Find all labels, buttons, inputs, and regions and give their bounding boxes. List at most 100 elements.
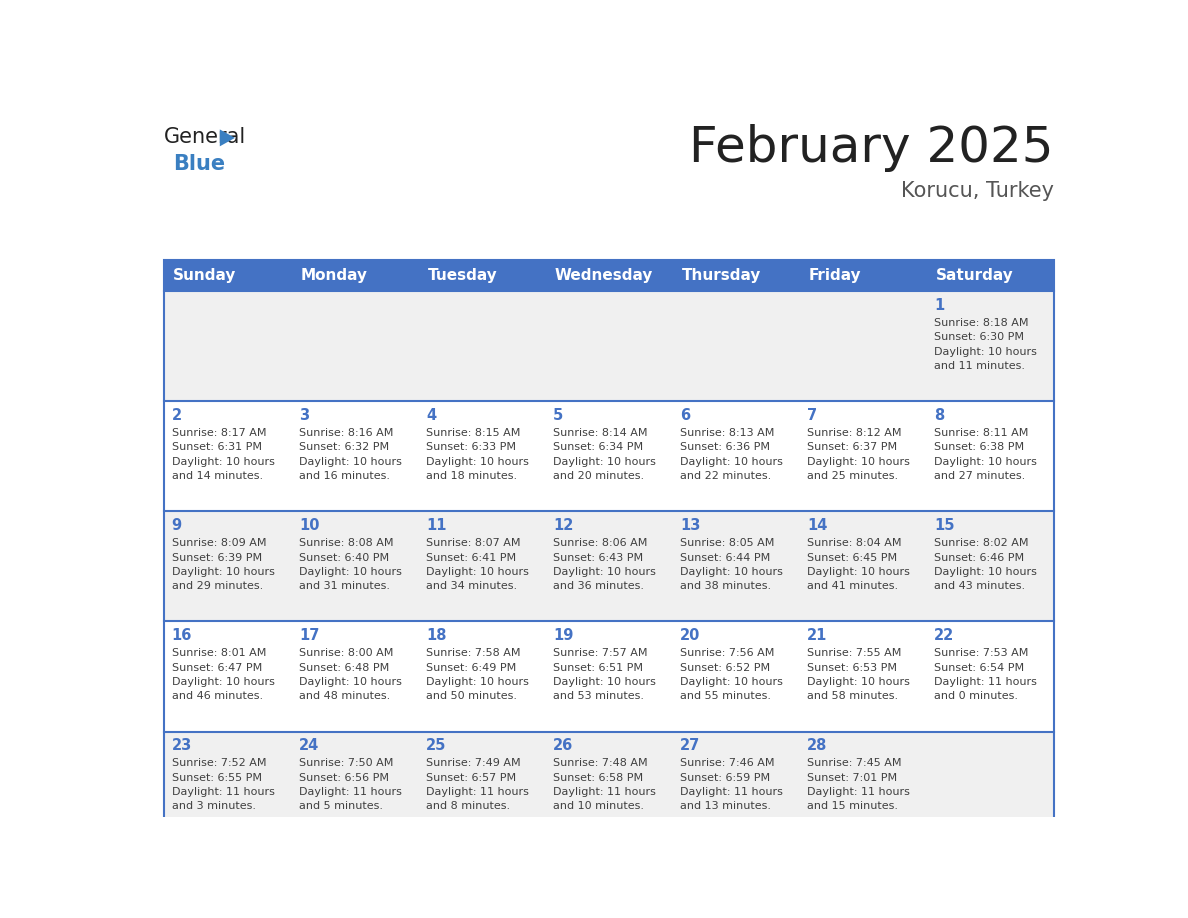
Text: Daylight: 11 hours: Daylight: 11 hours [681, 787, 783, 797]
Text: Sunrise: 8:02 AM: Sunrise: 8:02 AM [934, 538, 1029, 548]
Text: 17: 17 [299, 628, 320, 644]
Text: Sunset: 6:37 PM: Sunset: 6:37 PM [808, 442, 897, 453]
Text: General: General [164, 127, 246, 147]
Text: and 15 minutes.: and 15 minutes. [808, 801, 898, 812]
Text: and 38 minutes.: and 38 minutes. [681, 581, 771, 591]
Text: 12: 12 [554, 519, 574, 533]
Text: Sunrise: 7:56 AM: Sunrise: 7:56 AM [681, 648, 775, 658]
Text: Daylight: 10 hours: Daylight: 10 hours [808, 456, 910, 466]
Text: 2: 2 [172, 409, 182, 423]
Text: 4: 4 [426, 409, 436, 423]
Bar [164, 261, 1054, 291]
Text: Sunrise: 7:58 AM: Sunrise: 7:58 AM [426, 648, 520, 658]
Text: Sunrise: 8:13 AM: Sunrise: 8:13 AM [681, 428, 775, 438]
Text: Daylight: 11 hours: Daylight: 11 hours [934, 677, 1037, 687]
Text: Daylight: 10 hours: Daylight: 10 hours [426, 677, 529, 687]
Text: Sunrise: 7:49 AM: Sunrise: 7:49 AM [426, 758, 520, 768]
Text: Sunrise: 8:12 AM: Sunrise: 8:12 AM [808, 428, 902, 438]
Text: Sunset: 6:36 PM: Sunset: 6:36 PM [681, 442, 770, 453]
Text: 15: 15 [934, 519, 955, 533]
Text: 27: 27 [681, 738, 701, 754]
Text: Daylight: 10 hours: Daylight: 10 hours [299, 456, 402, 466]
Bar [164, 511, 1054, 621]
Text: and 18 minutes.: and 18 minutes. [426, 471, 517, 481]
Text: Daylight: 10 hours: Daylight: 10 hours [808, 677, 910, 687]
Text: Sunset: 6:33 PM: Sunset: 6:33 PM [426, 442, 516, 453]
Text: Daylight: 10 hours: Daylight: 10 hours [172, 677, 274, 687]
Text: Daylight: 10 hours: Daylight: 10 hours [299, 566, 402, 577]
Text: 3: 3 [299, 409, 309, 423]
Text: Sunrise: 8:06 AM: Sunrise: 8:06 AM [554, 538, 647, 548]
Text: 10: 10 [299, 519, 320, 533]
Text: 7: 7 [808, 409, 817, 423]
Text: Daylight: 10 hours: Daylight: 10 hours [554, 456, 656, 466]
Text: Daylight: 10 hours: Daylight: 10 hours [554, 566, 656, 577]
Text: Sunrise: 8:11 AM: Sunrise: 8:11 AM [934, 428, 1029, 438]
Text: Sunset: 6:34 PM: Sunset: 6:34 PM [554, 442, 643, 453]
Text: Daylight: 10 hours: Daylight: 10 hours [554, 677, 656, 687]
Text: Sunrise: 7:46 AM: Sunrise: 7:46 AM [681, 758, 775, 768]
Text: Daylight: 11 hours: Daylight: 11 hours [172, 787, 274, 797]
Text: Sunrise: 7:52 AM: Sunrise: 7:52 AM [172, 758, 266, 768]
Text: 18: 18 [426, 628, 447, 644]
Text: Sunset: 6:58 PM: Sunset: 6:58 PM [554, 773, 643, 783]
Bar [164, 261, 1054, 842]
Text: and 31 minutes.: and 31 minutes. [299, 581, 390, 591]
Text: Tuesday: Tuesday [428, 268, 498, 284]
Bar [164, 732, 1054, 842]
Text: Daylight: 10 hours: Daylight: 10 hours [681, 456, 783, 466]
Text: Sunset: 6:55 PM: Sunset: 6:55 PM [172, 773, 261, 783]
Text: 1: 1 [934, 298, 944, 313]
Text: Sunrise: 8:15 AM: Sunrise: 8:15 AM [426, 428, 520, 438]
Text: 13: 13 [681, 519, 701, 533]
Text: Daylight: 10 hours: Daylight: 10 hours [934, 347, 1037, 356]
Text: Daylight: 11 hours: Daylight: 11 hours [808, 787, 910, 797]
Text: Sunday: Sunday [173, 268, 236, 284]
Text: and 29 minutes.: and 29 minutes. [172, 581, 263, 591]
Text: Daylight: 10 hours: Daylight: 10 hours [808, 566, 910, 577]
Text: Sunrise: 7:45 AM: Sunrise: 7:45 AM [808, 758, 902, 768]
Text: Daylight: 10 hours: Daylight: 10 hours [934, 566, 1037, 577]
Text: 22: 22 [934, 628, 955, 644]
Text: and 48 minutes.: and 48 minutes. [299, 691, 390, 701]
Text: and 16 minutes.: and 16 minutes. [299, 471, 390, 481]
Text: Sunset: 6:38 PM: Sunset: 6:38 PM [934, 442, 1024, 453]
Text: and 27 minutes.: and 27 minutes. [934, 471, 1025, 481]
Text: Sunrise: 7:50 AM: Sunrise: 7:50 AM [299, 758, 393, 768]
Text: 25: 25 [426, 738, 447, 754]
Text: Sunrise: 8:16 AM: Sunrise: 8:16 AM [299, 428, 393, 438]
Text: Sunset: 6:30 PM: Sunset: 6:30 PM [934, 332, 1024, 342]
Text: 5: 5 [554, 409, 563, 423]
Text: Daylight: 11 hours: Daylight: 11 hours [299, 787, 402, 797]
Text: and 43 minutes.: and 43 minutes. [934, 581, 1025, 591]
Text: Sunset: 6:59 PM: Sunset: 6:59 PM [681, 773, 770, 783]
Text: Saturday: Saturday [936, 268, 1013, 284]
Text: and 41 minutes.: and 41 minutes. [808, 581, 898, 591]
Text: Daylight: 10 hours: Daylight: 10 hours [299, 677, 402, 687]
Polygon shape [220, 129, 235, 146]
Text: Daylight: 11 hours: Daylight: 11 hours [426, 787, 529, 797]
Text: Daylight: 10 hours: Daylight: 10 hours [172, 566, 274, 577]
Text: Sunset: 6:51 PM: Sunset: 6:51 PM [554, 663, 643, 673]
Text: 24: 24 [299, 738, 320, 754]
Text: and 53 minutes.: and 53 minutes. [554, 691, 644, 701]
Text: Monday: Monday [301, 268, 367, 284]
Text: Daylight: 10 hours: Daylight: 10 hours [681, 677, 783, 687]
Text: Sunset: 6:45 PM: Sunset: 6:45 PM [808, 553, 897, 563]
Text: Sunrise: 7:53 AM: Sunrise: 7:53 AM [934, 648, 1029, 658]
Text: 20: 20 [681, 628, 701, 644]
Text: and 11 minutes.: and 11 minutes. [934, 361, 1025, 371]
Text: Sunrise: 7:55 AM: Sunrise: 7:55 AM [808, 648, 902, 658]
Text: Sunrise: 8:17 AM: Sunrise: 8:17 AM [172, 428, 266, 438]
Text: and 55 minutes.: and 55 minutes. [681, 691, 771, 701]
Text: and 25 minutes.: and 25 minutes. [808, 471, 898, 481]
Text: and 22 minutes.: and 22 minutes. [681, 471, 771, 481]
Text: Sunset: 6:46 PM: Sunset: 6:46 PM [934, 553, 1024, 563]
Text: and 50 minutes.: and 50 minutes. [426, 691, 517, 701]
Text: Sunrise: 8:01 AM: Sunrise: 8:01 AM [172, 648, 266, 658]
Text: 26: 26 [554, 738, 574, 754]
Text: Sunset: 6:31 PM: Sunset: 6:31 PM [172, 442, 261, 453]
Text: Sunrise: 7:57 AM: Sunrise: 7:57 AM [554, 648, 647, 658]
Text: Sunset: 6:43 PM: Sunset: 6:43 PM [554, 553, 643, 563]
Text: Sunset: 6:32 PM: Sunset: 6:32 PM [299, 442, 388, 453]
